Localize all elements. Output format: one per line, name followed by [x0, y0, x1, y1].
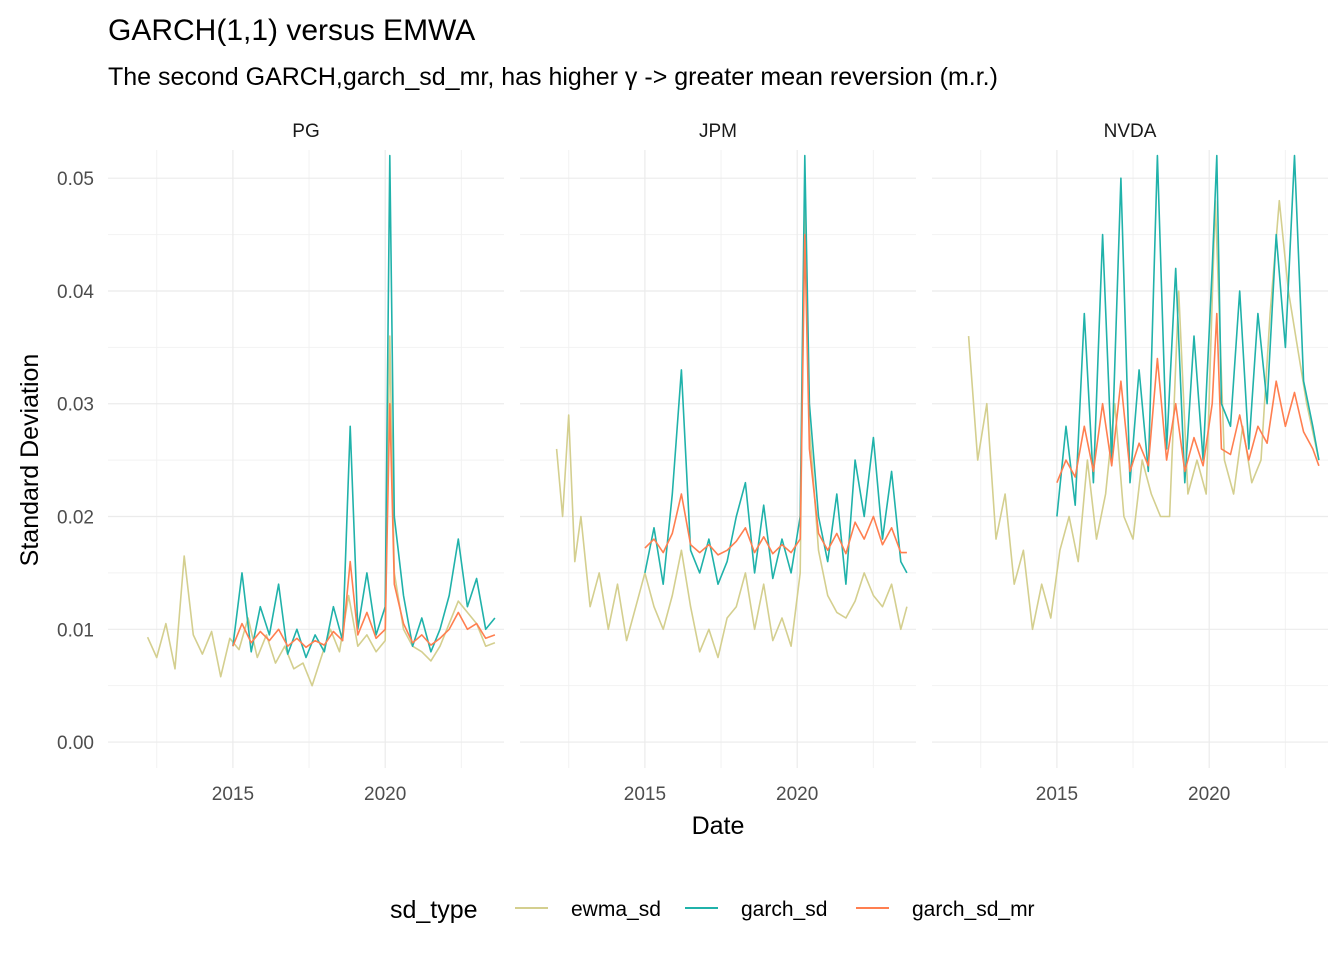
x-tick-label: 2015: [1036, 784, 1078, 805]
series-line-PG-garch_sd_mr: [232, 402, 496, 649]
facet-label-PG: PG: [292, 121, 319, 142]
series-line-JPM-garch_sd: [644, 154, 908, 586]
x-axis-title: Date: [692, 812, 745, 840]
facet-panel-PG: PG 2015 2020 0.00 0.01 0.02 0.03 0.04 0.05: [57, 121, 504, 805]
facet-panel-NVDA: NVDA 2015 2020: [932, 121, 1328, 805]
legend-label-garch_sd_mr: garch_sd_mr: [912, 898, 1035, 921]
series-line-NVDA-garch_sd_mr: [1056, 312, 1320, 483]
legend-label-ewma_sd: ewma_sd: [571, 898, 661, 921]
facet-panels: PG 2015 2020 0.00 0.01 0.02 0.03 0.04 0.05 JPM 201…: [57, 121, 1328, 805]
y-tick-label: 0.04: [57, 282, 94, 303]
x-tick-label: 2015: [212, 784, 254, 805]
facet-panel-JPM: JPM 2015 2020: [520, 121, 916, 805]
x-tick-label: 2020: [364, 784, 406, 805]
y-tick-label: 0.02: [57, 508, 94, 529]
y-tick-label: 0.00: [57, 733, 94, 754]
y-tick-label: 0.05: [57, 169, 94, 190]
chart-title: GARCH(1,1) versus EMWA: [108, 14, 475, 47]
series-line-NVDA-garch_sd: [1056, 154, 1320, 517]
series-line-PG-garch_sd: [232, 154, 496, 659]
x-tick-label: 2020: [1188, 784, 1230, 805]
legend: sd_type ewma_sd garch_sd garch_sd_mr: [390, 896, 1035, 924]
series-line-JPM-ewma_sd: [555, 177, 908, 659]
x-tick-label: 2015: [624, 784, 666, 805]
facet-label-NVDA: NVDA: [1104, 121, 1157, 142]
series-line-PG-ewma_sd: [146, 335, 496, 687]
series-line-JPM-garch_sd_mr: [644, 233, 907, 556]
chart-subtitle: The second GARCH,garch_sd_mr, has higher…: [108, 63, 998, 91]
legend-label-garch_sd: garch_sd: [741, 898, 827, 921]
series-line-NVDA-ewma_sd: [967, 199, 1320, 631]
facet-label-JPM: JPM: [699, 121, 737, 142]
x-tick-label: 2020: [776, 784, 818, 805]
y-tick-label: 0.03: [57, 395, 94, 416]
y-axis-title: Standard Deviation: [16, 354, 44, 567]
y-tick-label: 0.01: [57, 620, 94, 641]
legend-title: sd_type: [390, 896, 478, 924]
